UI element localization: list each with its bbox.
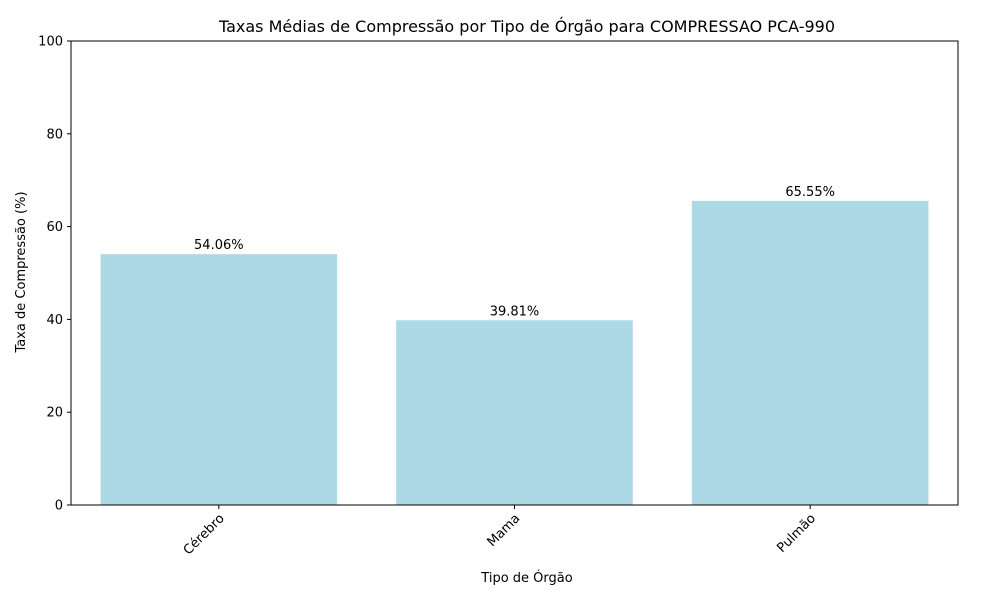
y-axis-label: Taxa de Compressão (%) [14, 191, 29, 353]
y-tick-label: 20 [46, 406, 63, 421]
y-tick-label: 100 [38, 35, 63, 50]
x-tick-label: Cérebro [181, 511, 228, 558]
y-tick-label: 60 [46, 220, 63, 235]
y-tick-label: 80 [46, 127, 63, 142]
x-tick-label: Pulmão [774, 511, 819, 556]
bar-value-label: 65.55% [785, 185, 835, 200]
plot-area: 54.06% 39.81% 65.55% 0 20 40 60 80 100 Cérebro Mam… [38, 35, 959, 558]
chart-title: Taxas Médias de Compressão por Tipo de Ó… [218, 17, 835, 36]
y-tick-label: 0 [55, 499, 63, 514]
bar [691, 200, 929, 505]
x-tick-label: Mama [485, 511, 524, 550]
y-tick-label: 40 [46, 313, 63, 328]
bar [396, 320, 633, 505]
x-axis-label: Tipo de Órgão [480, 570, 572, 586]
bar [100, 254, 338, 505]
bar-value-label: 39.81% [490, 304, 540, 319]
bar-value-label: 54.06% [194, 238, 244, 253]
